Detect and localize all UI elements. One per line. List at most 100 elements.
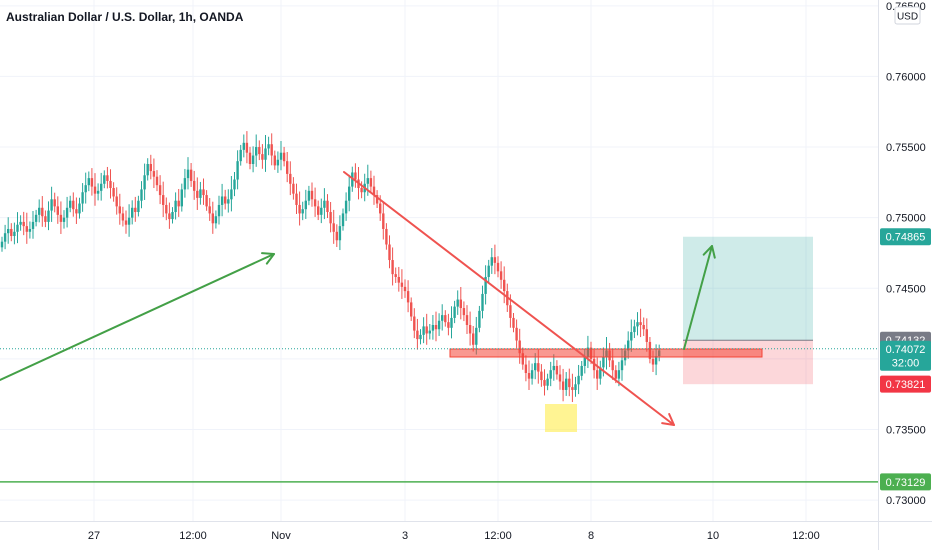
candle — [487, 259, 490, 283]
swing-low-highlight — [545, 404, 577, 432]
candle — [245, 131, 249, 164]
downtrend-arrow — [343, 171, 675, 426]
candle-body — [270, 144, 273, 156]
candle — [267, 136, 270, 156]
candle-body — [307, 190, 311, 201]
candle — [220, 183, 224, 217]
candle-body — [121, 213, 125, 221]
candle-body — [561, 381, 565, 390]
candle — [38, 199, 41, 223]
candle — [186, 157, 190, 190]
candle-body — [28, 228, 32, 232]
candle — [62, 210, 66, 229]
candle-body — [534, 363, 537, 371]
candles — [0, 131, 661, 403]
candle-body — [292, 183, 295, 194]
target-arrow — [683, 245, 716, 350]
candle-body — [84, 185, 87, 193]
candle-body — [577, 375, 580, 385]
candle — [490, 248, 493, 274]
candle-body — [599, 367, 602, 379]
candle-body — [518, 340, 521, 354]
x-tick-label: 12:00 — [179, 530, 207, 542]
price-badge-label: 0.74072 — [886, 344, 926, 356]
candle-body — [171, 212, 174, 220]
currency-button[interactable]: USD — [894, 6, 921, 25]
candle — [7, 217, 10, 244]
price-badge-bg — [880, 228, 931, 246]
candle-body — [93, 186, 97, 194]
candle — [286, 151, 289, 183]
candle-body — [217, 204, 221, 217]
candle — [10, 223, 13, 242]
candle-body — [416, 330, 419, 340]
candle-body — [636, 322, 639, 327]
candle-body — [310, 190, 314, 200]
candle — [87, 171, 90, 192]
candle — [16, 212, 19, 244]
candle-body — [453, 306, 456, 318]
candle — [304, 189, 307, 219]
candle-body — [614, 370, 617, 379]
candle-body — [611, 360, 614, 371]
candle-body — [403, 286, 407, 292]
candle — [134, 196, 137, 222]
candle — [224, 189, 227, 210]
candle-body — [496, 262, 500, 272]
candle-body — [419, 334, 422, 340]
candle-body — [654, 356, 658, 365]
candle-body — [549, 370, 552, 379]
candle — [456, 290, 459, 315]
candle-body — [276, 159, 280, 166]
candle-body — [546, 378, 549, 386]
candle — [251, 146, 255, 173]
candle — [360, 181, 363, 199]
candle — [155, 170, 159, 192]
candle — [183, 168, 187, 198]
candle-body — [258, 147, 261, 155]
candle — [165, 197, 168, 221]
candle — [22, 211, 25, 236]
candle-body — [143, 175, 146, 190]
candle — [335, 224, 338, 247]
candle-body — [227, 199, 230, 204]
candle — [639, 308, 642, 338]
candle-body — [633, 326, 636, 333]
candle-body — [639, 322, 642, 325]
candle-body — [475, 327, 478, 345]
candle-body — [211, 213, 214, 224]
candle — [168, 202, 171, 229]
candle — [72, 192, 75, 217]
candle-body — [87, 178, 90, 186]
candle-body — [441, 315, 444, 321]
candle-body — [193, 180, 196, 191]
candle — [109, 169, 112, 199]
candle — [478, 305, 481, 333]
candle — [462, 301, 466, 322]
candle-body — [100, 183, 103, 191]
candle-body — [62, 217, 66, 222]
candle-body — [177, 200, 180, 207]
candle-body — [264, 148, 267, 160]
candle — [630, 319, 633, 352]
y-tick-label: 0.75500 — [886, 142, 926, 154]
candle — [441, 304, 444, 331]
candle-body — [335, 231, 338, 241]
candle — [273, 150, 276, 170]
candle — [298, 191, 301, 226]
candle-body — [65, 207, 69, 218]
candle-body — [81, 192, 84, 204]
candle — [282, 146, 286, 167]
candle-body — [183, 178, 187, 190]
candle — [472, 325, 475, 352]
candle-body — [472, 333, 475, 345]
candle — [158, 175, 162, 205]
candle — [320, 198, 323, 224]
candle-body — [341, 213, 345, 227]
candle-body — [174, 200, 177, 213]
candle — [65, 196, 69, 228]
candle-body — [394, 274, 397, 277]
candle — [406, 280, 410, 313]
candle — [546, 373, 549, 391]
